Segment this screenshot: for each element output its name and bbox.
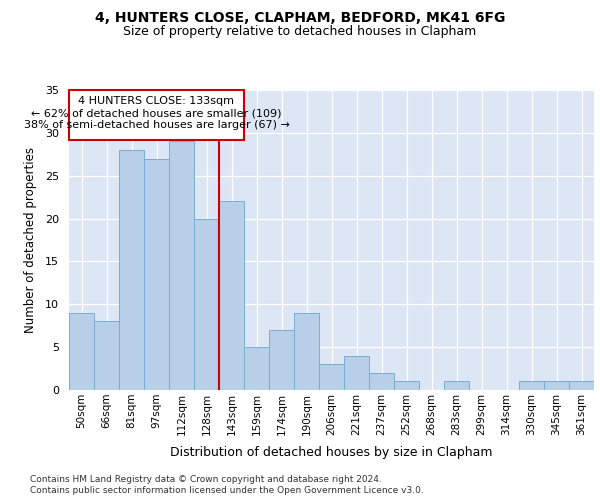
Bar [219,202,244,390]
Bar [119,150,144,390]
Text: Size of property relative to detached houses in Clapham: Size of property relative to detached ho… [124,25,476,38]
Bar [294,313,319,390]
Bar [144,158,169,390]
Bar [369,373,394,390]
Bar [394,382,419,390]
Text: 4, HUNTERS CLOSE, CLAPHAM, BEDFORD, MK41 6FG: 4, HUNTERS CLOSE, CLAPHAM, BEDFORD, MK41… [95,11,505,25]
Bar [319,364,344,390]
Bar [169,142,194,390]
X-axis label: Distribution of detached houses by size in Clapham: Distribution of detached houses by size … [170,446,493,459]
Bar [269,330,294,390]
Text: Contains public sector information licensed under the Open Government Licence v3: Contains public sector information licen… [30,486,424,495]
Bar [569,382,594,390]
Bar [244,347,269,390]
Bar [444,382,469,390]
FancyBboxPatch shape [69,90,244,140]
Bar [94,322,119,390]
Text: 38% of semi-detached houses are larger (67) →: 38% of semi-detached houses are larger (… [23,120,289,130]
Bar [344,356,369,390]
Text: 4 HUNTERS CLOSE: 133sqm: 4 HUNTERS CLOSE: 133sqm [79,96,235,106]
Bar [544,382,569,390]
Bar [194,218,219,390]
Y-axis label: Number of detached properties: Number of detached properties [24,147,37,333]
Bar [519,382,544,390]
Text: Contains HM Land Registry data © Crown copyright and database right 2024.: Contains HM Land Registry data © Crown c… [30,475,382,484]
Bar [69,313,94,390]
Text: ← 62% of detached houses are smaller (109): ← 62% of detached houses are smaller (10… [31,108,282,118]
